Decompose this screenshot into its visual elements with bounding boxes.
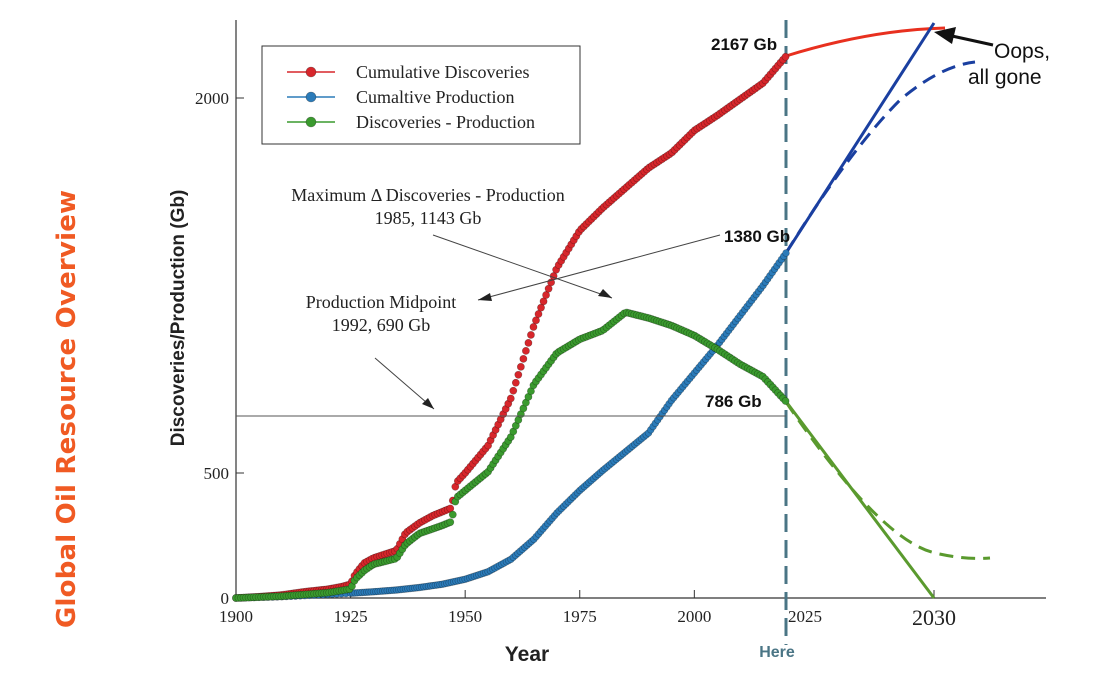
here-label: Here bbox=[759, 644, 795, 661]
discoveries-point bbox=[521, 346, 530, 355]
difference-point bbox=[448, 510, 457, 519]
y-tick-label: 0 bbox=[221, 589, 230, 608]
x-tick-label: 2030 bbox=[912, 605, 956, 630]
y-axis-label: Discoveries/Production (Gb) bbox=[168, 190, 189, 447]
series-layer bbox=[784, 20, 991, 645]
discoveries-point bbox=[509, 386, 518, 395]
discoveries-point bbox=[781, 52, 790, 61]
discoveries-point bbox=[511, 378, 520, 387]
mid-label-line2: 1992, 690 Gb bbox=[332, 315, 431, 335]
legend-marker bbox=[305, 91, 317, 103]
difference-point bbox=[781, 397, 790, 405]
x-tick-label: 2025 bbox=[788, 607, 822, 626]
discoveries-point bbox=[532, 316, 540, 325]
production-projection-alt bbox=[784, 60, 976, 254]
discoveries-point bbox=[514, 370, 523, 379]
oops-line1: Oops, bbox=[994, 40, 1050, 63]
legend-label: Cumaltive Production bbox=[356, 87, 514, 107]
y-tick-label: 500 bbox=[204, 464, 230, 483]
max-arrowhead bbox=[598, 289, 612, 298]
difference-projection-alt bbox=[784, 401, 991, 560]
y-tick-label: 2000 bbox=[195, 89, 229, 108]
legend-label: Discoveries - Production bbox=[356, 112, 535, 132]
production-point bbox=[782, 249, 790, 257]
x-tick-label: 1925 bbox=[334, 607, 368, 626]
max-label-line1: Maximum Δ Discoveries - Production bbox=[291, 185, 565, 205]
mid-pointer-head bbox=[422, 398, 434, 409]
max-arrow-line bbox=[432, 234, 613, 299]
legend-label: Cumulative Discoveries bbox=[356, 62, 529, 82]
x-axis-label: Year bbox=[505, 643, 549, 666]
x-tick-label: 2000 bbox=[677, 607, 711, 626]
discoveries-point bbox=[529, 323, 538, 331]
mid-label-line1: Production Midpoint bbox=[306, 292, 457, 312]
legend-marker bbox=[305, 66, 317, 78]
markers-layer bbox=[232, 52, 790, 602]
discoveries-point bbox=[534, 310, 543, 318]
mid-arrow-line bbox=[477, 234, 721, 301]
oops-line2: all gone bbox=[968, 66, 1042, 89]
discoveries-point bbox=[539, 297, 548, 306]
mid-pointer-line bbox=[374, 357, 435, 410]
ticks: 1900 1925 1950 1975 2000 2025 2030 0 500 2000 bbox=[195, 89, 956, 630]
oops-arrowhead bbox=[934, 27, 956, 44]
max-label-line2: 1985, 1143 Gb bbox=[375, 208, 482, 228]
x-tick-label: 1950 bbox=[448, 607, 482, 626]
discoveries-point bbox=[506, 394, 515, 403]
series-2 bbox=[232, 308, 790, 602]
legend-marker bbox=[305, 116, 317, 128]
oops-arrow-line bbox=[951, 34, 994, 47]
difference-point bbox=[446, 518, 455, 527]
discoveries-point bbox=[537, 303, 545, 312]
production-projection bbox=[784, 22, 936, 254]
discoveries-point bbox=[542, 291, 550, 299]
discoveries-point bbox=[524, 338, 533, 347]
x-tick-label: 1900 bbox=[219, 607, 253, 626]
discoveries-projection bbox=[785, 26, 946, 58]
value-1380: 1380 Gb bbox=[724, 227, 790, 246]
mid-arrowhead bbox=[478, 293, 492, 301]
value-2167: 2167 Gb bbox=[711, 35, 777, 54]
annotations: Maximum Δ Discoveries - Production 1985,… bbox=[236, 27, 1050, 661]
discoveries-point bbox=[516, 362, 525, 371]
discoveries-point bbox=[527, 331, 535, 339]
x-tick-label: 1975 bbox=[563, 607, 597, 626]
legend: Cumulative Discoveries Cumaltive Producti… bbox=[261, 45, 581, 145]
discoveries-point bbox=[519, 354, 528, 363]
value-786: 786 Gb bbox=[705, 392, 762, 411]
discoveries-point bbox=[544, 284, 553, 293]
plot-frame bbox=[235, 20, 1046, 599]
